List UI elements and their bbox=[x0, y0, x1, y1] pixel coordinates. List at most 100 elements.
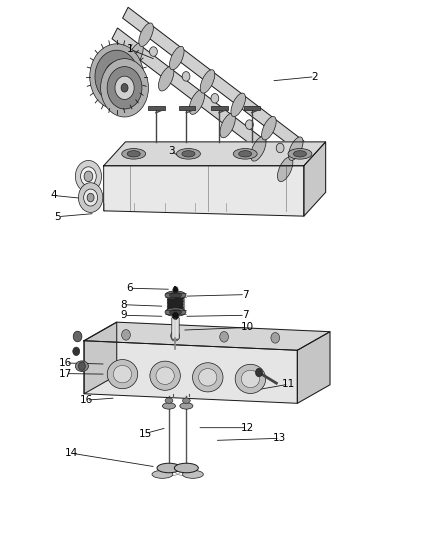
Ellipse shape bbox=[233, 149, 257, 159]
Ellipse shape bbox=[162, 403, 176, 409]
Polygon shape bbox=[104, 166, 304, 216]
Circle shape bbox=[75, 160, 102, 192]
Ellipse shape bbox=[220, 113, 235, 138]
Ellipse shape bbox=[159, 67, 174, 91]
Text: 14: 14 bbox=[64, 448, 78, 458]
Polygon shape bbox=[211, 106, 228, 110]
Polygon shape bbox=[84, 322, 330, 350]
Ellipse shape bbox=[75, 361, 88, 372]
Circle shape bbox=[173, 312, 179, 319]
Ellipse shape bbox=[293, 151, 307, 157]
Circle shape bbox=[90, 44, 144, 110]
Ellipse shape bbox=[177, 149, 201, 159]
Ellipse shape bbox=[211, 93, 219, 103]
Text: 9: 9 bbox=[121, 310, 127, 320]
Circle shape bbox=[115, 76, 134, 100]
Ellipse shape bbox=[198, 368, 217, 386]
Ellipse shape bbox=[245, 120, 253, 130]
Ellipse shape bbox=[235, 365, 266, 393]
Polygon shape bbox=[112, 28, 309, 185]
Circle shape bbox=[78, 183, 103, 213]
Ellipse shape bbox=[165, 398, 173, 403]
Polygon shape bbox=[244, 106, 260, 110]
Ellipse shape bbox=[241, 370, 260, 387]
Polygon shape bbox=[104, 142, 325, 166]
Text: 1: 1 bbox=[127, 44, 133, 54]
Text: 5: 5 bbox=[55, 212, 61, 222]
Circle shape bbox=[121, 84, 128, 92]
Ellipse shape bbox=[189, 90, 205, 115]
Text: 6: 6 bbox=[127, 283, 133, 293]
Ellipse shape bbox=[193, 363, 223, 392]
Ellipse shape bbox=[180, 403, 193, 409]
Ellipse shape bbox=[170, 310, 182, 315]
Ellipse shape bbox=[182, 151, 195, 157]
Polygon shape bbox=[297, 332, 330, 403]
Ellipse shape bbox=[165, 291, 186, 300]
Circle shape bbox=[105, 62, 129, 92]
Ellipse shape bbox=[113, 366, 131, 383]
Circle shape bbox=[107, 67, 142, 109]
Text: 4: 4 bbox=[50, 190, 57, 200]
Circle shape bbox=[113, 71, 121, 82]
Text: 17: 17 bbox=[59, 369, 72, 378]
Text: 16: 16 bbox=[80, 395, 93, 405]
Polygon shape bbox=[179, 106, 195, 110]
Ellipse shape bbox=[139, 23, 153, 46]
Circle shape bbox=[173, 287, 178, 293]
Text: 12: 12 bbox=[240, 423, 254, 433]
Ellipse shape bbox=[289, 137, 303, 160]
Circle shape bbox=[101, 59, 148, 117]
Ellipse shape bbox=[200, 70, 215, 93]
Ellipse shape bbox=[183, 398, 190, 403]
Ellipse shape bbox=[276, 143, 284, 153]
Text: 8: 8 bbox=[120, 300, 127, 310]
Ellipse shape bbox=[165, 308, 186, 317]
Circle shape bbox=[87, 193, 94, 202]
Ellipse shape bbox=[239, 151, 252, 157]
Circle shape bbox=[84, 189, 98, 206]
Ellipse shape bbox=[182, 71, 190, 81]
Ellipse shape bbox=[128, 43, 143, 68]
Text: 7: 7 bbox=[242, 310, 248, 320]
Ellipse shape bbox=[127, 151, 140, 157]
Ellipse shape bbox=[170, 293, 182, 298]
Circle shape bbox=[171, 330, 180, 341]
Ellipse shape bbox=[150, 361, 180, 390]
Polygon shape bbox=[123, 7, 320, 164]
Ellipse shape bbox=[107, 360, 138, 389]
Ellipse shape bbox=[288, 149, 312, 159]
FancyBboxPatch shape bbox=[172, 317, 179, 339]
Circle shape bbox=[73, 347, 80, 356]
Ellipse shape bbox=[152, 470, 173, 478]
Ellipse shape bbox=[122, 149, 146, 159]
Circle shape bbox=[220, 332, 229, 342]
Ellipse shape bbox=[156, 367, 174, 384]
Ellipse shape bbox=[170, 46, 184, 70]
Text: 2: 2 bbox=[311, 71, 318, 82]
Circle shape bbox=[84, 171, 93, 182]
Text: 3: 3 bbox=[168, 146, 174, 156]
Ellipse shape bbox=[251, 136, 266, 161]
Text: 13: 13 bbox=[273, 433, 286, 443]
Text: 10: 10 bbox=[241, 322, 254, 333]
Polygon shape bbox=[84, 322, 117, 394]
Ellipse shape bbox=[231, 93, 245, 117]
Circle shape bbox=[78, 362, 85, 370]
Ellipse shape bbox=[278, 157, 293, 182]
Ellipse shape bbox=[183, 470, 203, 478]
Polygon shape bbox=[84, 341, 297, 403]
Polygon shape bbox=[148, 106, 165, 110]
Circle shape bbox=[81, 167, 96, 186]
Circle shape bbox=[271, 333, 279, 343]
Text: 16: 16 bbox=[59, 358, 72, 368]
Text: 11: 11 bbox=[282, 379, 295, 389]
Circle shape bbox=[95, 50, 138, 103]
Circle shape bbox=[122, 329, 131, 340]
Text: 7: 7 bbox=[242, 289, 248, 300]
Ellipse shape bbox=[149, 47, 157, 56]
Ellipse shape bbox=[174, 463, 198, 473]
Circle shape bbox=[73, 331, 82, 342]
Polygon shape bbox=[304, 142, 325, 216]
Ellipse shape bbox=[261, 116, 276, 140]
